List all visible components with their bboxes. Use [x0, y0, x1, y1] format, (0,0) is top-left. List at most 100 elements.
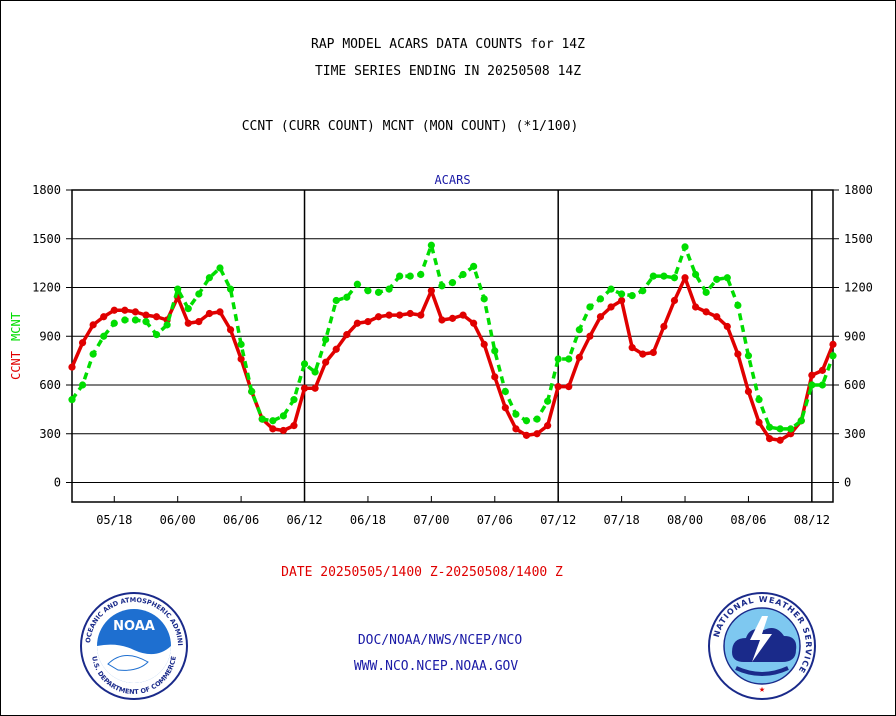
- data-point-mcnt: [332, 296, 340, 305]
- data-point-ccnt: [639, 350, 647, 358]
- data-point-ccnt: [533, 430, 541, 438]
- data-point-ccnt: [322, 358, 330, 366]
- data-point-mcnt: [353, 280, 361, 288]
- data-point-ccnt: [660, 322, 668, 331]
- y-tick-label-left: 1200: [32, 281, 61, 295]
- data-point-mcnt: [713, 275, 721, 283]
- data-point-ccnt: [343, 331, 351, 339]
- nco-link-1[interactable]: DOC/NOAA/NWS/NCEP/NCO: [357, 633, 523, 648]
- data-point-mcnt: [480, 295, 488, 303]
- data-point-mcnt: [522, 417, 531, 425]
- data-point-mcnt: [681, 243, 689, 251]
- data-point-ccnt: [269, 425, 277, 433]
- data-point-ccnt: [501, 404, 509, 412]
- y-tick-label-left: 1800: [32, 183, 61, 197]
- data-point-mcnt: [639, 287, 647, 295]
- data-point-ccnt: [152, 313, 161, 321]
- y-axis-label-ccnt: CCNT: [9, 351, 23, 380]
- y-tick-label-left: 900: [39, 329, 61, 343]
- x-tick-label: 08/06: [730, 513, 766, 527]
- data-point-mcnt: [110, 319, 118, 327]
- x-tick-label: 06/00: [160, 513, 196, 527]
- y-axis-label: CCNT MCNT: [9, 312, 23, 380]
- data-point-mcnt: [269, 417, 277, 425]
- data-point-ccnt: [290, 422, 298, 430]
- data-point-ccnt: [755, 418, 763, 426]
- date-range-label: DATE 20250505/1400 Z-20250508/1400 Z: [281, 565, 563, 580]
- data-point-mcnt: [702, 288, 710, 296]
- y-axis-label-mcnt: MCNT: [9, 312, 23, 341]
- data-point-ccnt: [78, 339, 87, 347]
- data-point-mcnt: [279, 412, 287, 420]
- x-tick-label: 08/00: [667, 513, 703, 527]
- data-point-ccnt: [448, 314, 457, 322]
- data-point-ccnt: [205, 309, 214, 318]
- y-tick-label-left: 1500: [32, 232, 61, 246]
- data-point-mcnt: [544, 397, 552, 405]
- data-point-mcnt: [163, 321, 171, 329]
- x-tick-label: 05/18: [96, 513, 132, 527]
- data-point-mcnt: [396, 272, 404, 280]
- data-point-mcnt: [649, 272, 657, 280]
- data-point-mcnt: [501, 387, 509, 396]
- data-point-mcnt: [470, 262, 478, 270]
- data-point-mcnt: [374, 288, 383, 296]
- chart-title: ACARS: [434, 173, 470, 187]
- data-point-mcnt: [723, 274, 731, 282]
- data-point-mcnt: [691, 270, 700, 279]
- data-point-mcnt: [152, 331, 161, 339]
- data-point-ccnt: [300, 384, 309, 392]
- data-point-mcnt: [512, 410, 520, 418]
- data-point-ccnt: [427, 287, 435, 295]
- data-point-mcnt: [322, 335, 330, 344]
- data-point-mcnt: [290, 396, 298, 404]
- y-tick-label-right: 600: [844, 378, 866, 392]
- data-point-mcnt: [533, 415, 541, 423]
- x-tick-label: 06/06: [223, 513, 259, 527]
- data-point-ccnt: [776, 436, 784, 444]
- x-tick-label: 08/12: [794, 513, 830, 527]
- data-point-mcnt: [491, 347, 499, 355]
- data-point-ccnt: [470, 319, 478, 327]
- data-point-mcnt: [142, 318, 150, 326]
- y-tick-label-right: 0: [844, 476, 851, 490]
- data-point-ccnt: [332, 345, 340, 353]
- data-point-ccnt: [417, 311, 425, 319]
- data-point-ccnt: [765, 435, 774, 443]
- data-point-mcnt: [744, 352, 753, 360]
- data-point-mcnt: [174, 285, 182, 293]
- data-point-ccnt: [618, 296, 626, 305]
- data-point-mcnt: [459, 270, 467, 279]
- noaa-logo-text: NOAA: [113, 619, 155, 634]
- data-point-mcnt: [438, 282, 446, 290]
- data-point-ccnt: [512, 425, 520, 433]
- x-tick-label: 06/18: [350, 513, 386, 527]
- data-point-mcnt: [258, 415, 266, 423]
- data-point-mcnt: [797, 417, 805, 425]
- x-tick-label: 06/12: [286, 513, 322, 527]
- data-point-mcnt: [776, 425, 784, 433]
- legend-description: CCNT (CURR COUNT) MCNT (MON COUNT) (*1/1…: [241, 119, 579, 134]
- nco-link-2[interactable]: WWW.NCO.NCEP.NOAA.GOV: [353, 659, 519, 674]
- data-point-mcnt: [818, 381, 827, 389]
- chart-title-line1: RAP MODEL ACARS DATA COUNTS for 14Z: [311, 37, 585, 52]
- data-point-mcnt: [100, 332, 108, 340]
- data-point-mcnt: [417, 270, 425, 279]
- data-point-ccnt: [237, 355, 245, 363]
- data-point-ccnt: [744, 387, 753, 396]
- data-point-mcnt: [364, 287, 372, 295]
- data-point-ccnt: [396, 311, 404, 319]
- data-point-ccnt: [713, 313, 721, 321]
- data-point-ccnt: [68, 363, 76, 371]
- data-point-ccnt: [829, 340, 837, 348]
- data-point-mcnt: [78, 381, 87, 389]
- data-point-mcnt: [205, 274, 214, 282]
- data-point-mcnt: [787, 425, 795, 433]
- data-point-ccnt: [649, 348, 657, 357]
- data-point-mcnt: [628, 292, 636, 300]
- data-point-ccnt: [681, 274, 689, 282]
- data-point-mcnt: [226, 285, 235, 293]
- data-point-mcnt: [607, 285, 615, 293]
- data-point-ccnt: [670, 296, 679, 305]
